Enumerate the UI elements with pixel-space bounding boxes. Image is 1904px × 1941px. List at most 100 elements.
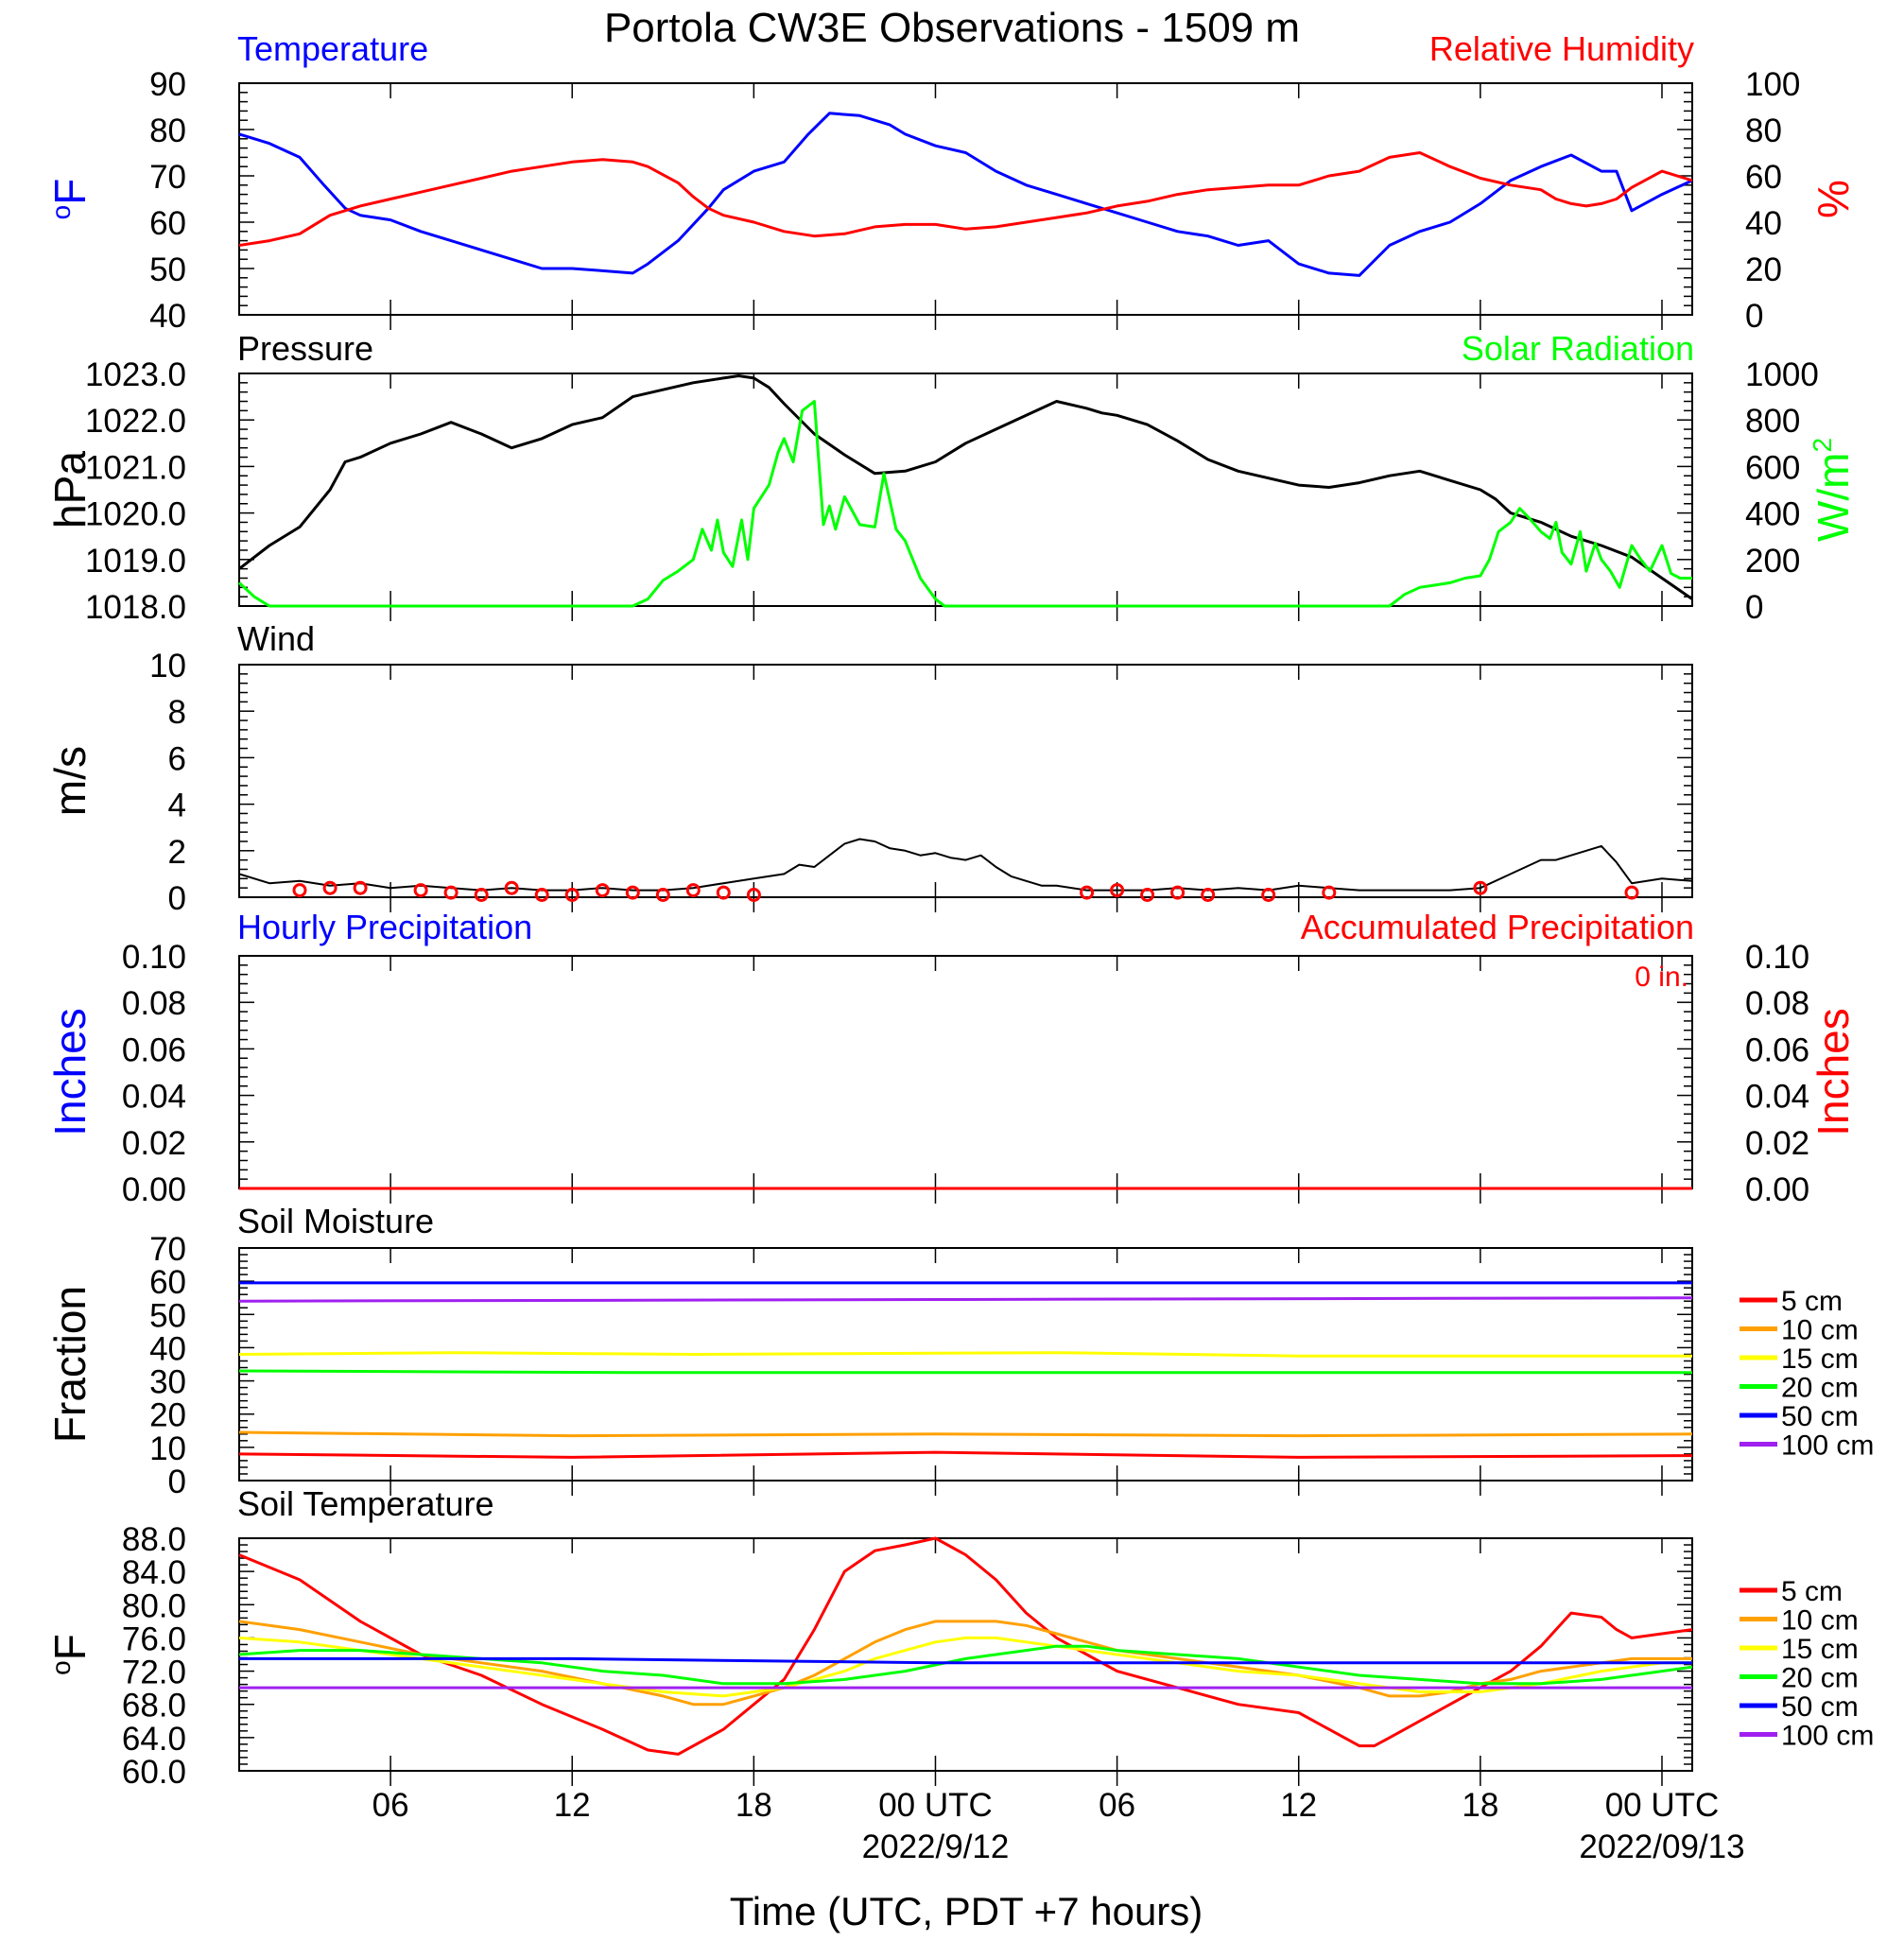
time-axis: 06 12 18 00 UTC 06 12 18 00 UTC 2022/9/12 2022/09… — [372, 1787, 1745, 1865]
y-tick-label-right: 60 — [1745, 159, 1782, 196]
series-relative-humidity — [238, 151, 1693, 247]
wind-barb-calm — [1140, 888, 1155, 902]
x-tick-label: 00 UTC — [878, 1787, 993, 1824]
wind-barb-calm — [1110, 883, 1125, 898]
y-tick-label-left: 1018.0 — [85, 589, 186, 626]
wind-barb-calm — [746, 888, 761, 902]
y-tick-label-right: 0 — [1745, 589, 1763, 626]
y-axis-label-right: % — [1809, 180, 1858, 218]
series-15-cm — [238, 1636, 1692, 1698]
y-tick-label-right: 0 — [1745, 298, 1763, 335]
y-tick-label-right: 0.10 — [1745, 939, 1809, 976]
y-tick-label-left: 0.00 — [122, 1171, 186, 1208]
panel-frame — [238, 82, 1693, 316]
legend-label: 20 cm — [1781, 1663, 1859, 1694]
series-100-cm — [238, 1296, 1693, 1303]
y-tick-label-left: 10 — [149, 648, 186, 685]
y-tick-label-left: 80.0 — [122, 1587, 186, 1624]
y-tick-label-right: 1000 — [1745, 356, 1819, 393]
panel-precipitation: 0.00 0.02 0.04 0.06 0.08 0.10 0.00 0.02 0.04 0.06… — [45, 908, 1858, 1208]
wind-barb-calm — [1473, 880, 1488, 895]
y-tick-label-left: 50 — [149, 251, 186, 288]
y-tick-label-left: 10 — [149, 1430, 186, 1467]
y-axis-label-left: Fraction — [45, 1286, 95, 1443]
x-date-label: 2022/9/12 — [862, 1828, 1010, 1865]
y-axis-label-left: oF — [45, 1634, 95, 1675]
y-tick-label-left: 88.0 — [122, 1521, 186, 1558]
legend-label: 50 cm — [1781, 1401, 1859, 1432]
series-50-cm — [239, 1656, 1692, 1665]
panel-temperature_humidity: 40 50 60 70 80 90 0 20 40 60 80 100 Temperature Relat… — [45, 29, 1858, 335]
wind-barb-calm — [413, 883, 428, 898]
x-tick-label: 12 — [554, 1787, 591, 1824]
legend-label: 100 cm — [1781, 1721, 1874, 1752]
legend-label: 15 cm — [1781, 1634, 1859, 1665]
y-tick-label-right: 100 — [1745, 66, 1800, 103]
wind-barb-calm — [443, 885, 459, 900]
wind-barb-calm — [474, 888, 489, 902]
y-tick-label-right: 0.08 — [1745, 985, 1809, 1022]
x-tick-label: 00 UTC — [1605, 1787, 1720, 1824]
panel-title-right: Solar Radiation — [1462, 329, 1694, 368]
panel-title-left: Soil Moisture — [237, 1202, 434, 1240]
y-tick-label-left: 60.0 — [122, 1754, 186, 1791]
y-tick-label-left: 70 — [149, 159, 186, 196]
series-10-cm — [238, 1430, 1693, 1438]
legend-label: 15 cm — [1781, 1343, 1859, 1375]
y-tick-label-left: 0 — [168, 1464, 186, 1500]
y-axis-label-left: m/s — [45, 746, 95, 816]
y-tick-label-right: 80 — [1745, 113, 1782, 149]
panel-soil_temperature: 60.064.068.072.076.080.084.088.0 Soil Tem… — [45, 1484, 1874, 1791]
y-tick-label-right: 400 — [1745, 496, 1800, 533]
y-tick-label-right: 0.02 — [1745, 1125, 1809, 1162]
wind-barb-calm — [322, 880, 338, 895]
y-tick-label-left: 1021.0 — [85, 449, 186, 486]
wind-barb-calm — [504, 880, 519, 895]
y-tick-label-left: 4 — [168, 788, 186, 824]
x-tick-label: 18 — [1462, 1787, 1498, 1824]
y-tick-label-left: 70 — [149, 1231, 186, 1268]
y-axis-label-left: oF — [45, 179, 95, 220]
panel-pressure_solar: 1018.0 1019.0 1020.0 1021.0 1022.0 1023.0 0 200… — [45, 329, 1858, 626]
panel-title-left: Pressure — [237, 329, 373, 368]
x-tick-label: 06 — [372, 1787, 409, 1824]
y-tick-label-left: 72.0 — [122, 1655, 186, 1691]
panel-frame — [238, 1247, 1693, 1482]
y-tick-label-left: 8 — [168, 694, 186, 731]
y-axis-label-right: Inches — [1809, 1008, 1858, 1136]
panel-frame — [238, 664, 1693, 898]
y-tick-label-left: 84.0 — [122, 1554, 186, 1591]
y-tick-label-left: 60 — [149, 1264, 186, 1301]
wind-barb-calm — [564, 888, 580, 902]
y-tick-label-left: 0.10 — [122, 939, 186, 976]
x-tick-label: 06 — [1099, 1787, 1135, 1824]
series-solar-radiation — [237, 400, 1692, 608]
legend-label: 5 cm — [1781, 1576, 1843, 1607]
legend-label: 10 cm — [1781, 1605, 1859, 1637]
y-tick-label-right: 0.06 — [1745, 1031, 1809, 1068]
y-tick-label-left: 1023.0 — [85, 356, 186, 393]
y-tick-label-left: 20 — [149, 1397, 186, 1434]
series-5-cm — [238, 1450, 1693, 1459]
legend-label: 50 cm — [1781, 1691, 1859, 1723]
wind-barb-calm — [655, 888, 670, 902]
y-tick-label-left: 0 — [168, 880, 186, 917]
figure-title: Portola CW3E Observations - 1509 m — [604, 5, 1300, 51]
y-tick-label-left: 50 — [149, 1297, 186, 1334]
x-tick-label: 18 — [736, 1787, 772, 1824]
y-tick-label-left: 1022.0 — [85, 403, 186, 440]
wind-barb-calm — [716, 885, 731, 900]
y-tick-label-right: 40 — [1745, 205, 1782, 242]
y-tick-label-left: 0.02 — [122, 1125, 186, 1162]
y-tick-label-left: 76.0 — [122, 1620, 186, 1657]
wind-barb-calm — [1322, 885, 1337, 900]
y-tick-label-left: 6 — [168, 740, 186, 777]
y-tick-label-right: 0.04 — [1745, 1079, 1809, 1116]
panel-wind: 0 2 4 6 8 10 Wind m/s — [45, 619, 1693, 917]
legend-label: 10 cm — [1781, 1315, 1859, 1346]
accumulated-total-annotation: 0 in. — [1635, 962, 1688, 993]
panel-title-right: Relative Humidity — [1429, 29, 1694, 68]
x-axis-label: Time (UTC, PDT +7 hours) — [730, 1889, 1203, 1933]
wind-barb-calm — [685, 883, 701, 898]
legend-label: 5 cm — [1781, 1286, 1843, 1317]
